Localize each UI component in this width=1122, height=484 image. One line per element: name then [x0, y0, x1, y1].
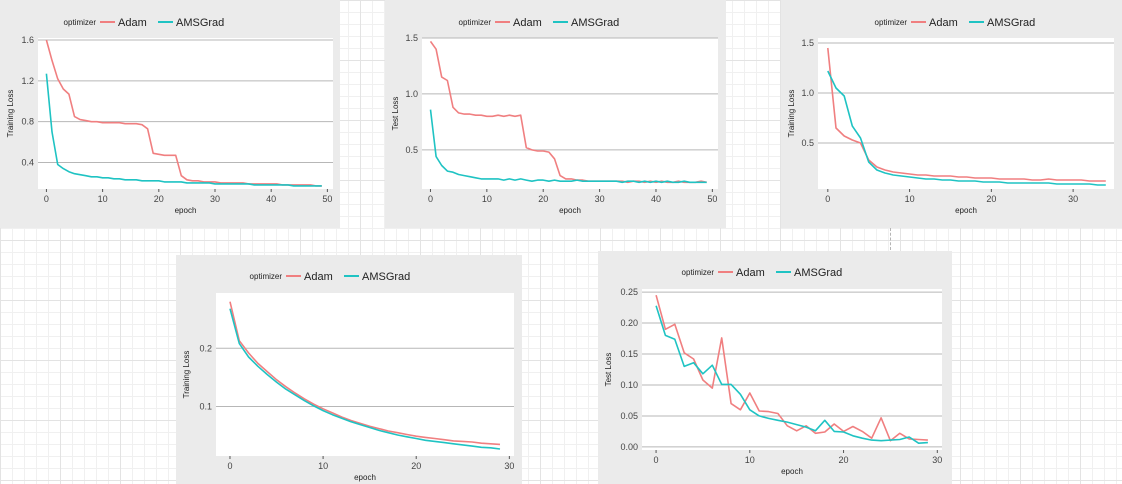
legend-label-amsgrad: AMSGrad: [176, 17, 224, 29]
legend-label-adam: Adam: [513, 17, 542, 29]
y-tick-label: 0.10: [620, 380, 638, 390]
x-tick-label: 0: [825, 194, 830, 204]
x-tick-label: 50: [322, 194, 332, 204]
legend-label-amsgrad: AMSGrad: [362, 271, 410, 283]
y-tick-label: 0.2: [199, 343, 212, 353]
series-line-amsgrad: [655, 305, 928, 444]
y-tick-label: 1.5: [405, 33, 418, 43]
y-tick-label: 0.15: [620, 349, 638, 359]
legend-title: optimizer: [875, 18, 908, 27]
chart-svg: 0.00 0.05 0.10 0.15 0.20 0.25 0 10 20 30 epoch Test…: [604, 267, 942, 476]
chart-svg: 0.1 0.2 0 10 20 30 epoch Training Loss optimizer…: [182, 271, 514, 482]
series-line-amsgrad: [45, 73, 322, 187]
series-line-adam: [45, 39, 322, 187]
x-tick-label: 20: [411, 461, 421, 471]
chart-svg: 0.5 1.0 1.5 0 10 20 30 40 50 epoch Test Loss optimi…: [391, 17, 718, 215]
y-tick-label: 0.00: [620, 442, 638, 452]
y-tick-label: 1.0: [405, 89, 418, 99]
chart-svg: 0.5 1.0 1.5 0 10 20 30 epoch Training Loss optimi…: [787, 17, 1114, 215]
y-tick-label: 0.4: [21, 157, 34, 167]
x-tick-label: 0: [227, 461, 232, 471]
x-tick-label: 30: [932, 455, 942, 465]
y-tick-label: 1.6: [21, 35, 34, 45]
y-tick-label: 0.20: [620, 318, 638, 328]
chart-panel-training-loss-35: 0.5 1.0 1.5 0 10 20 30 epoch Training Loss optimi…: [781, 0, 1122, 228]
y-tick-label: 0.5: [801, 138, 814, 148]
chart-svg: 0.4 0.8 1.2 1.6 0 10 20 30 40 50 epoch Training Los…: [6, 17, 333, 215]
x-tick-label: 40: [266, 194, 276, 204]
x-axis-title: epoch: [559, 206, 581, 215]
y-tick-label: 1.0: [801, 88, 814, 98]
x-tick-label: 50: [707, 194, 717, 204]
series-line-adam: [229, 301, 501, 446]
legend-label-amsgrad: AMSGrad: [571, 17, 619, 29]
x-axis-title: epoch: [354, 473, 376, 482]
x-tick-label: 10: [98, 194, 108, 204]
x-tick-label: 30: [210, 194, 220, 204]
chart-panel-training-loss-30: 0.1 0.2 0 10 20 30 epoch Training Loss optimizer…: [176, 255, 522, 484]
legend-label-amsgrad: AMSGrad: [794, 267, 842, 279]
y-axis-title: Training Loss: [6, 90, 15, 138]
series-line-adam: [827, 47, 1106, 182]
y-tick-label: 0.05: [620, 411, 638, 421]
x-tick-label: 10: [745, 455, 755, 465]
y-axis-title: Training Loss: [182, 351, 191, 399]
legend-label-adam: Adam: [118, 17, 147, 29]
plot-area: [216, 293, 514, 456]
y-tick-label: 1.5: [801, 38, 814, 48]
chart-panel-test-loss-50: 0.5 1.0 1.5 0 10 20 30 40 50 epoch Test Loss optimi…: [385, 0, 726, 228]
legend-label-adam: Adam: [929, 17, 958, 29]
x-tick-label: 20: [839, 455, 849, 465]
x-tick-label: 30: [1068, 194, 1078, 204]
y-axis-title: Test Loss: [604, 353, 613, 387]
x-tick-label: 40: [651, 194, 661, 204]
x-tick-label: 10: [905, 194, 915, 204]
x-tick-label: 20: [154, 194, 164, 204]
y-tick-label: 0.5: [405, 145, 418, 155]
y-tick-label: 0.8: [21, 117, 34, 127]
x-tick-label: 10: [482, 194, 492, 204]
x-tick-label: 0: [654, 455, 659, 465]
series-line-amsgrad: [827, 70, 1106, 186]
x-axis-title: epoch: [955, 206, 977, 215]
plot-area: [642, 289, 942, 450]
plot-area: [38, 38, 333, 189]
plot-area: [422, 38, 718, 189]
chart-panel-training-loss-50: 0.4 0.8 1.2 1.6 0 10 20 30 40 50 epoch Training Los…: [0, 0, 340, 228]
x-tick-label: 30: [504, 461, 514, 471]
x-tick-label: 20: [538, 194, 548, 204]
x-axis-title: epoch: [175, 206, 197, 215]
y-axis-title: Test Loss: [391, 97, 400, 131]
y-tick-label: 0.1: [199, 402, 212, 412]
plot-area: [818, 38, 1114, 189]
legend-label-adam: Adam: [736, 267, 765, 279]
legend-label-adam: Adam: [304, 271, 333, 283]
x-axis-title: epoch: [781, 467, 803, 476]
legend-title: optimizer: [64, 18, 97, 27]
series-line-amsgrad: [229, 308, 501, 450]
y-axis-title: Training Loss: [787, 90, 796, 138]
y-tick-label: 1.2: [21, 76, 34, 86]
chart-panel-test-loss-30: 0.00 0.05 0.10 0.15 0.20 0.25 0 10 20 30 epoch Test…: [598, 251, 952, 484]
x-tick-label: 20: [986, 194, 996, 204]
legend-label-amsgrad: AMSGrad: [987, 17, 1035, 29]
x-tick-label: 30: [595, 194, 605, 204]
series-line-adam: [655, 294, 928, 442]
connector-line: [890, 228, 891, 250]
legend-title: optimizer: [682, 268, 715, 277]
x-tick-label: 0: [44, 194, 49, 204]
x-tick-label: 10: [318, 461, 328, 471]
series-line-amsgrad: [429, 109, 707, 184]
x-tick-label: 0: [428, 194, 433, 204]
y-tick-label: 0.25: [620, 287, 638, 297]
legend-title: optimizer: [459, 18, 492, 27]
legend-title: optimizer: [250, 272, 283, 281]
